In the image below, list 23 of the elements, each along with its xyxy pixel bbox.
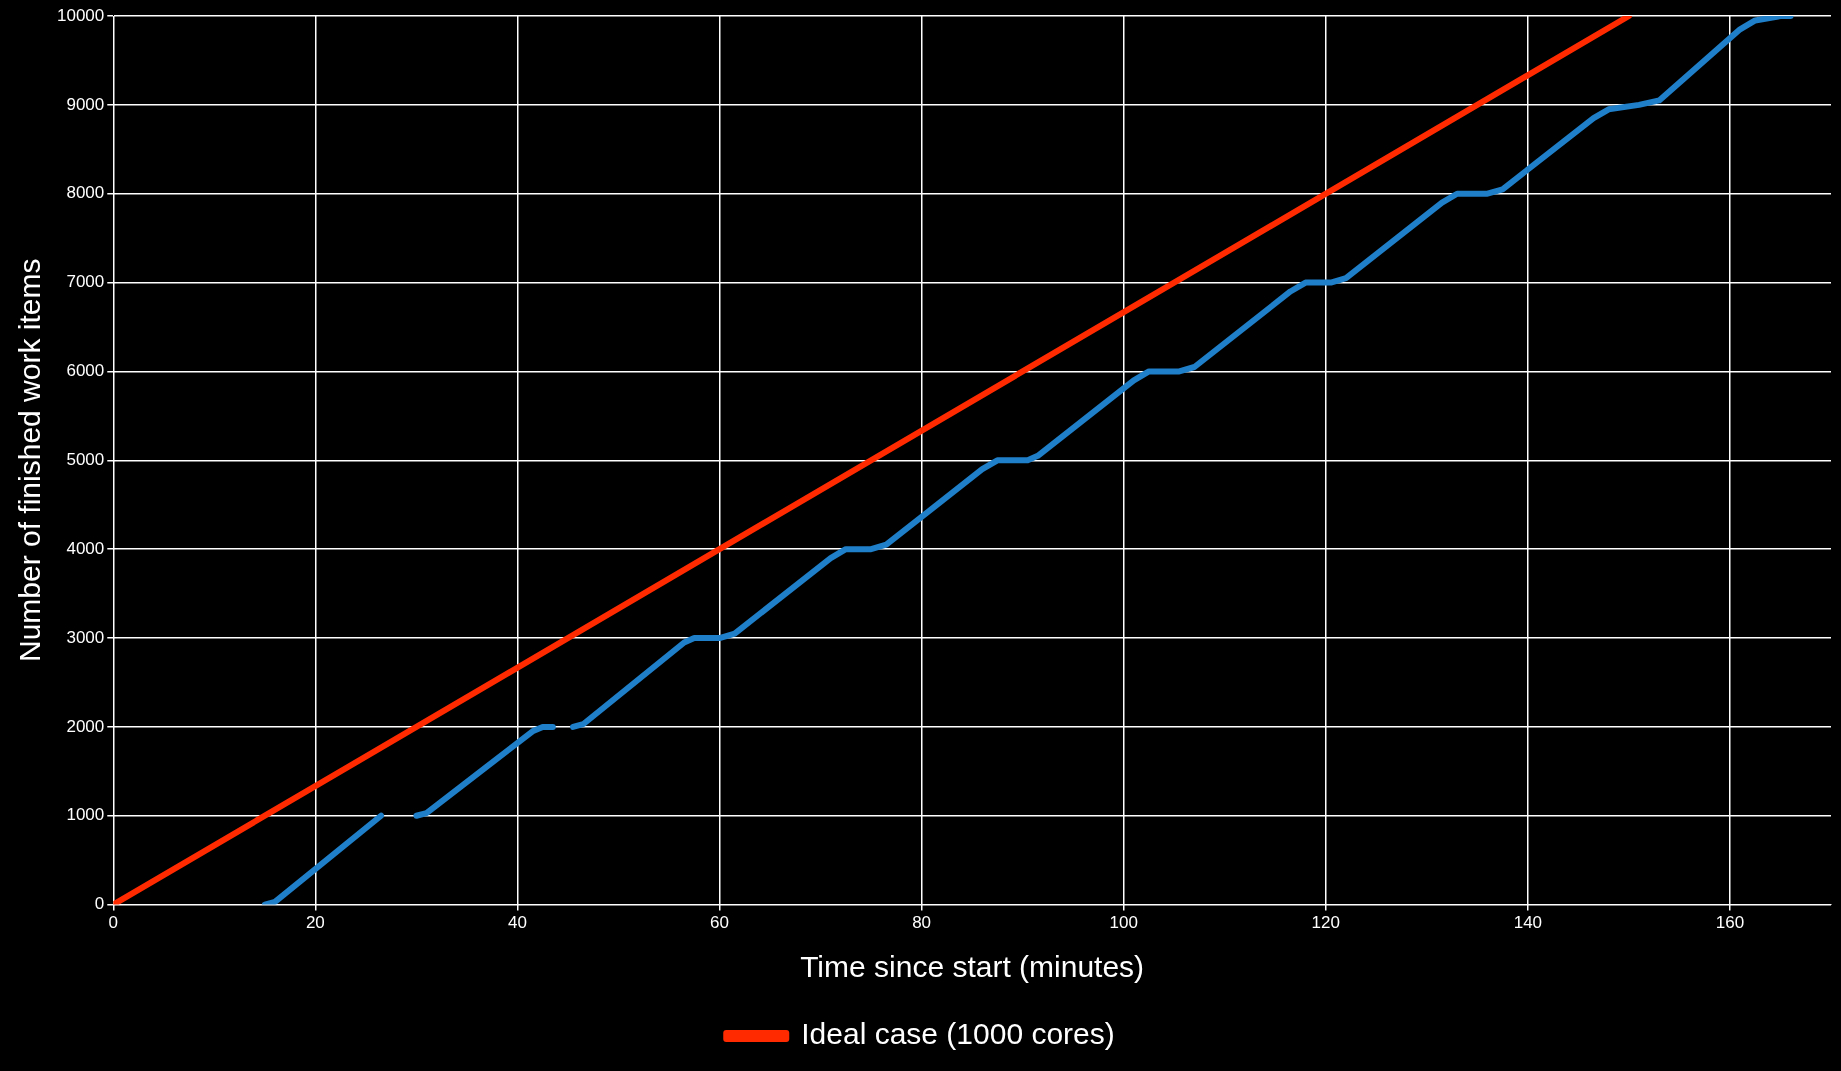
- y-tick-label: 6000: [66, 361, 105, 381]
- y-tick-label: 9000: [66, 94, 105, 114]
- x-tick-label: 140: [1513, 913, 1543, 933]
- y-tick-label: 7000: [66, 272, 105, 292]
- x-tick-label: 100: [1109, 913, 1138, 933]
- y-tick-label: 4000: [66, 538, 105, 558]
- y-tick-label: 2000: [66, 716, 105, 736]
- x-tick-label: 0: [108, 913, 119, 933]
- y-tick-label: 3000: [66, 627, 105, 647]
- x-tick-label: 120: [1311, 913, 1340, 933]
- x-tick-label: 60: [710, 913, 729, 933]
- x-tick-label: 80: [912, 913, 932, 933]
- y-tick-label: 5000: [66, 449, 105, 469]
- x-axis-title: Time since start (minutes): [800, 950, 1145, 984]
- y-axis-title: Number of finished work items: [13, 258, 47, 663]
- y-tick-label: 1000: [66, 805, 105, 825]
- y-tick-label: 0: [94, 894, 105, 914]
- y-tick-label: 8000: [66, 183, 105, 203]
- legend-label: Ideal case (1000 cores): [801, 1017, 1115, 1051]
- x-tick-label: 160: [1715, 913, 1745, 933]
- x-tick-label: 20: [305, 913, 325, 933]
- x-tick-label: 40: [507, 913, 527, 933]
- y-tick-label: 10000: [56, 5, 105, 25]
